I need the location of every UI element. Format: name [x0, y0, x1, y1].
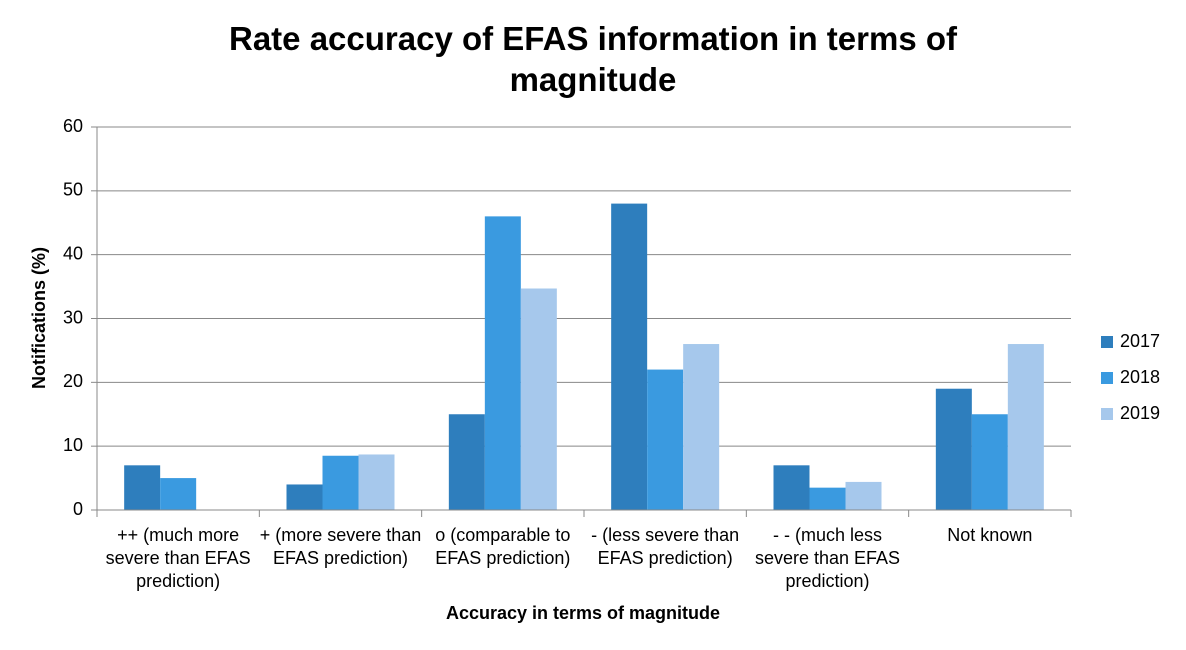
bar [322, 455, 359, 510]
bar [160, 478, 197, 510]
y-axis-title: Notifications (%) [29, 247, 49, 389]
x-tick-label: + (more severe than EFAS prediction) [259, 525, 422, 568]
bar [809, 487, 846, 510]
legend-swatch [1101, 336, 1113, 348]
bar [448, 414, 485, 510]
legend-label: 2018 [1120, 367, 1160, 387]
bar [484, 216, 521, 510]
bar [1007, 344, 1044, 510]
bar [124, 465, 161, 510]
bar [520, 288, 557, 510]
bar [286, 484, 323, 510]
bar [845, 481, 882, 510]
y-tick-label: 0 [73, 499, 83, 519]
chart-title: Rate accuracy of EFAS information in ter… [229, 20, 957, 98]
x-tick-label: - - (much less severe than EFAS predicti… [754, 525, 901, 591]
y-tick-label: 20 [63, 371, 83, 391]
y-tick-label: 30 [63, 307, 83, 327]
legend-swatch [1101, 372, 1113, 384]
x-tick-label: - (less severe than EFAS prediction) [591, 525, 740, 568]
legend-label: 2017 [1120, 331, 1160, 351]
legend-label: 2019 [1120, 403, 1160, 423]
y-tick-label: 40 [63, 243, 83, 263]
bar [773, 465, 810, 510]
bar [647, 369, 684, 510]
bar [971, 414, 1008, 510]
bar [935, 388, 972, 510]
y-tick-label: 50 [63, 180, 83, 200]
bar [611, 203, 648, 510]
x-axis-title: Accuracy in terms of magnitude [446, 603, 720, 623]
legend-swatch [1101, 408, 1113, 420]
bar [683, 344, 720, 510]
x-tick-label: ++ (much more severe than EFAS predictio… [105, 525, 251, 591]
x-tick-label: Not known [947, 525, 1033, 545]
y-tick-label: 60 [63, 116, 83, 136]
y-tick-label: 10 [63, 435, 83, 455]
bar [358, 454, 395, 510]
x-tick-label: o (comparable to EFAS prediction) [435, 525, 571, 568]
